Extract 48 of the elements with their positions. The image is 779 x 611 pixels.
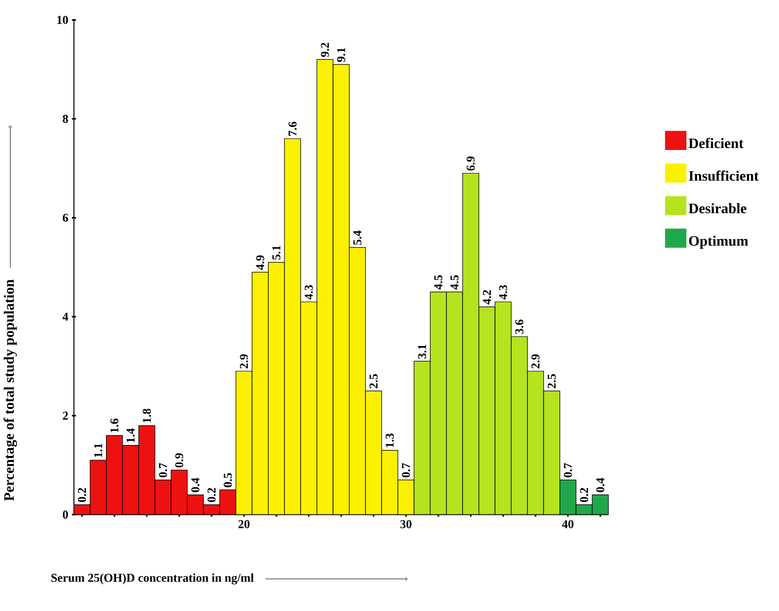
legend-label: Insufficient [688,170,759,181]
data-label: 0.7 [564,462,572,478]
data-label: 0.7 [158,462,168,478]
data-label: 1.6 [110,418,118,432]
data-label: 4.3 [304,284,313,300]
data-label: 2.9 [240,354,248,368]
x-axis-title: Serum 25(OH)D concentration in ng/ml [51,573,254,584]
data-label: 3.6 [515,320,524,334]
data-label: 2.9 [531,354,540,368]
data-label: 0.9 [175,453,184,468]
data-label: 2.5 [370,374,378,388]
y-tick-label: 6 [62,214,68,222]
data-label: 9.1 [337,48,346,62]
data-label: 9.2 [320,42,330,57]
legend-label: Optimum [689,236,748,249]
y-tick-label: 10 [57,16,68,24]
y-tick-label: 0 [62,510,68,518]
data-label: 4.3 [499,284,508,300]
data-label: 0.5 [224,472,232,488]
data-label: 6.9 [466,156,475,171]
data-label: 3.1 [418,344,426,358]
data-label: 0.2 [580,488,588,502]
x-tick-label: 20 [238,520,250,528]
x-tick-label: 40 [562,520,574,528]
data-label: 4.9 [256,255,264,270]
data-label: 5.1 [272,246,280,260]
data-label: 1.1 [94,443,102,457]
data-label: 1.3 [386,433,394,447]
y-tick-label: 8 [62,114,68,123]
data-label: 7.6 [288,122,297,136]
y-tick-label: 2 [62,412,68,420]
legend-label: Desirable [688,203,746,214]
y-tick-label: 4 [62,312,68,321]
data-label: 4.5 [450,275,459,290]
data-label: 0.4 [191,478,200,492]
data-label: 0.2 [208,488,216,502]
y-axis-title: Percentage of total study population [4,279,17,501]
data-label: 1.4 [126,428,135,442]
legend-label: Deficient [688,138,744,148]
data-label: 0.7 [402,462,410,478]
data-label: 4.5 [434,275,442,290]
data-label: 4.2 [482,290,491,304]
data-label: 2.5 [548,374,556,388]
data-label: 0.2 [78,488,86,502]
data-label: 1.8 [142,408,151,422]
data-label: 5.4 [353,230,362,245]
data-label: 0.4 [596,478,604,492]
x-tick-label: 30 [400,520,412,528]
